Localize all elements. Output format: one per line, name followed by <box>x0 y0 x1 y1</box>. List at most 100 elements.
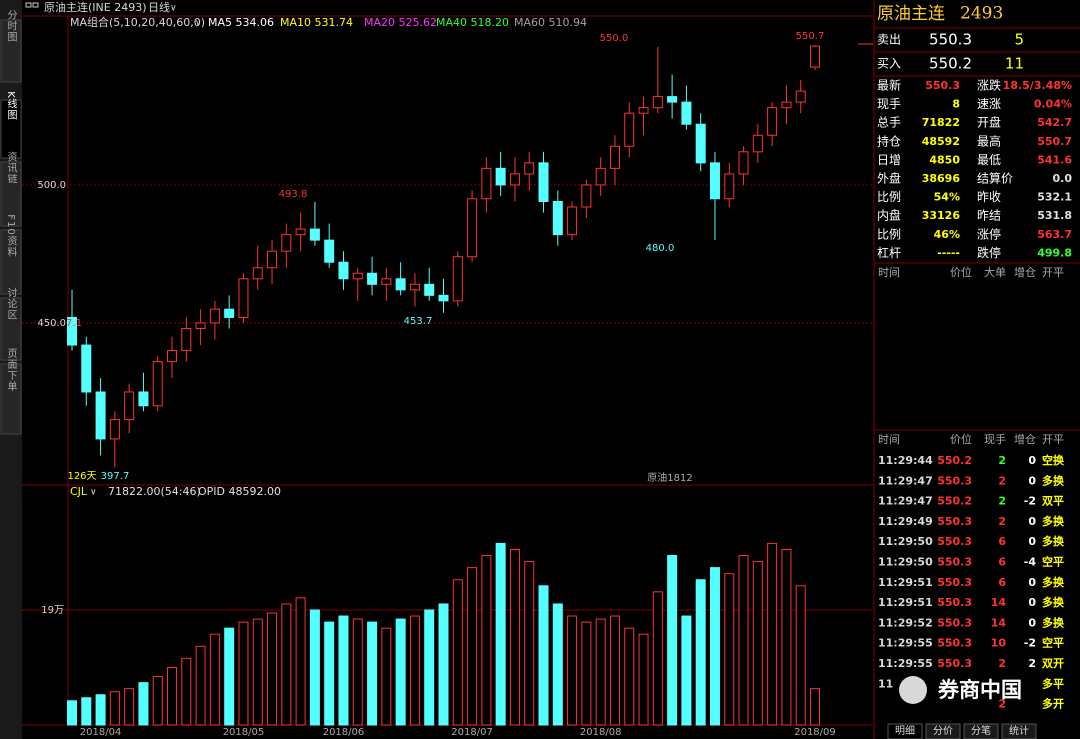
annotation: 126天 <box>67 471 96 482</box>
candle-body <box>281 234 292 252</box>
ma-dropdown[interactable]: ∨ <box>195 19 202 29</box>
sidebar-tab[interactable] <box>0 161 22 227</box>
candle-body <box>338 261 349 280</box>
quote-value: 0.0 <box>1053 172 1073 185</box>
volume-bar <box>309 609 320 726</box>
candle-body <box>267 250 278 269</box>
candle-body <box>309 228 320 241</box>
candle-body <box>552 201 563 236</box>
volume-bar <box>695 579 706 726</box>
bottom-tab-label[interactable]: 统计 <box>1009 724 1029 737</box>
candle-body <box>738 151 749 175</box>
volume-bar <box>509 548 520 726</box>
bottom-tab-label[interactable]: 分价 <box>933 725 953 737</box>
quote-value: 532.1 <box>1037 191 1072 204</box>
y-tick-label: 19万 <box>41 605 64 616</box>
candle-body <box>209 308 220 324</box>
volume-bar <box>709 567 720 726</box>
bottom-tab[interactable] <box>963 723 999 739</box>
quote-label: 比例 <box>877 227 901 241</box>
volume-bar <box>167 666 178 726</box>
trade-volume: 2 <box>998 698 1006 711</box>
sidebar-tab[interactable] <box>0 229 22 295</box>
table-header: 现手 <box>984 432 1006 446</box>
candle-body <box>767 107 778 136</box>
quote-value: 71822 <box>922 116 960 129</box>
sidebar-tab[interactable] <box>0 99 22 159</box>
volume-bar <box>795 585 806 726</box>
candle-body <box>681 101 692 125</box>
table-header: 开平 <box>1042 433 1064 446</box>
quote-label: 最低 <box>977 153 1001 167</box>
vol-dropdown[interactable]: ∨ <box>90 488 97 498</box>
trade-volume: 6 <box>998 576 1006 589</box>
trade-volume: 2 <box>998 474 1006 487</box>
bottom-tab-label[interactable]: 明细 <box>895 724 915 737</box>
volume-bar <box>724 573 735 726</box>
table-header: 时间 <box>878 433 900 446</box>
sidebar-tab[interactable] <box>0 363 22 435</box>
candle-body <box>367 272 378 285</box>
sidebar-tab[interactable] <box>0 297 22 361</box>
bottom-tab[interactable] <box>925 723 961 739</box>
volume-bar <box>767 542 778 726</box>
dropdown[interactable]: ∨ <box>170 4 177 14</box>
bottom-tab[interactable] <box>887 723 923 739</box>
volume-bar <box>467 567 478 726</box>
annotation: 550.7 <box>796 31 825 42</box>
candle-body <box>581 184 592 208</box>
ma-legend: MA10 531.74 <box>280 16 353 29</box>
quote-label: 最新 <box>877 78 901 93</box>
quote-label: 昨结 <box>977 209 1001 223</box>
trade-price: 550.3 <box>937 637 972 650</box>
volume-bar <box>810 688 820 726</box>
quote-label: 开盘 <box>977 115 1001 130</box>
trade-time: 11:29:55 <box>878 637 933 650</box>
volume-bar <box>338 615 349 726</box>
watermark-icon <box>899 676 927 704</box>
x-tick-label: 2018/05 <box>223 727 265 738</box>
ma-legend: MA5 534.06 <box>208 16 274 29</box>
bottom-tab[interactable] <box>1001 723 1037 739</box>
ma-legend: MA20 525.62 <box>364 16 437 29</box>
candle-body <box>795 90 806 103</box>
trade-time: 11:29:47 <box>878 474 933 487</box>
quote-label: 比例 <box>877 190 901 204</box>
volume-bar <box>224 627 235 726</box>
candle-body <box>224 308 235 318</box>
x-tick-label: 2018/04 <box>80 727 122 738</box>
volume-bar <box>252 618 263 726</box>
x-tick-label: 2018/09 <box>794 727 836 738</box>
volume-bar <box>681 615 692 726</box>
sidebar-tab-label: F10资料 <box>5 214 17 257</box>
quote-value: 54% <box>934 191 960 204</box>
volume-bar <box>238 621 249 726</box>
trade-price: 550.3 <box>937 616 972 629</box>
volume-bar <box>267 612 278 726</box>
annotation: 453.7 <box>404 316 433 327</box>
volume-bar <box>538 585 549 726</box>
bottom-tab-label[interactable]: 分笔 <box>971 724 991 737</box>
volume-bar <box>738 555 749 726</box>
period[interactable]: 日线 <box>148 0 170 14</box>
annotation: 493.8 <box>279 189 308 200</box>
trade-kind: 多换 <box>1042 473 1065 487</box>
table-header: 价位 <box>950 432 972 446</box>
candle-body <box>495 167 506 186</box>
volume-bar <box>752 561 763 726</box>
volume-bar <box>395 618 406 726</box>
sidebar-tab-label: 资讯链 <box>5 151 17 184</box>
sidebar-tab[interactable] <box>0 19 22 83</box>
candle-body <box>467 198 478 258</box>
volume-bar <box>424 609 435 726</box>
trade-kind: 双开 <box>1042 657 1064 670</box>
quote-value: 33126 <box>922 209 961 222</box>
volume-bar <box>324 621 335 726</box>
volume-legend: 71822.00(54:46) <box>108 485 201 498</box>
candle-body <box>167 350 178 363</box>
table-header: 增仓 <box>1014 265 1036 279</box>
candle-body <box>667 96 678 103</box>
quote-value: 542.7 <box>1037 116 1072 129</box>
volume-bar <box>152 676 163 726</box>
